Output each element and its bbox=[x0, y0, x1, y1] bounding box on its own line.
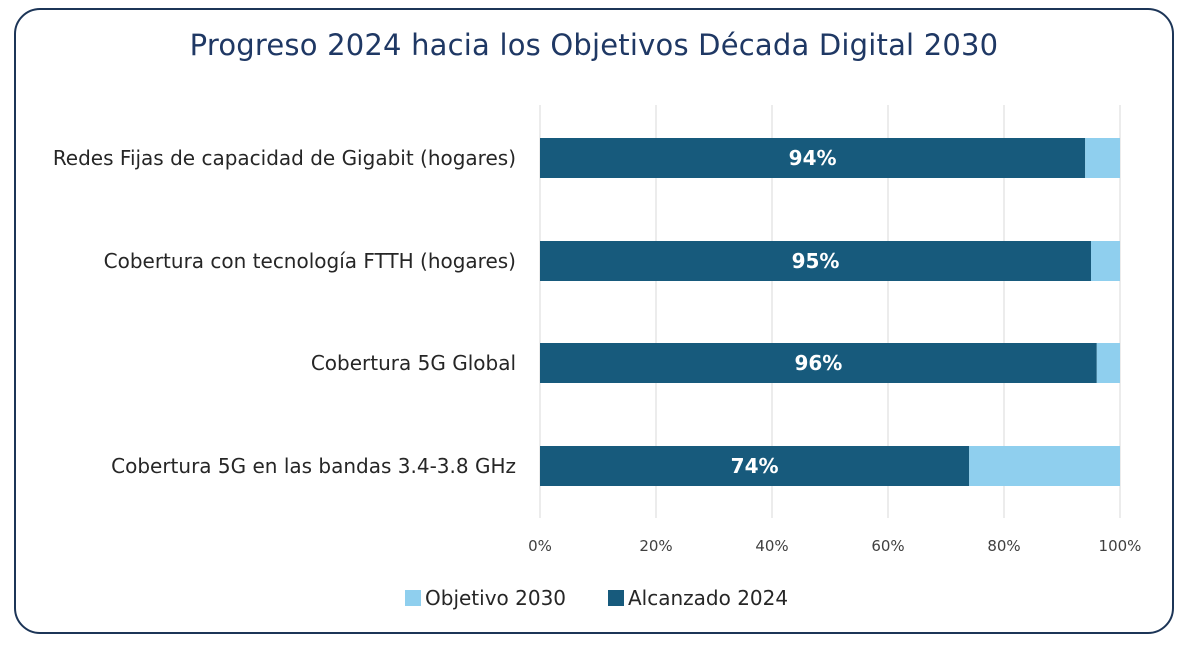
bar-value-label: 96% bbox=[794, 351, 842, 375]
bar-value-label: 95% bbox=[792, 249, 840, 273]
bar-objetivo-2030 bbox=[969, 446, 1120, 486]
bar-objetivo-2030 bbox=[1085, 138, 1120, 178]
x-tick-label: 0% bbox=[528, 537, 552, 555]
bar-objetivo-2030 bbox=[1091, 241, 1120, 281]
category-label: Cobertura con tecnología FTTH (hogares) bbox=[104, 249, 516, 273]
bar-value-label: 74% bbox=[731, 454, 779, 478]
bar-alcanzado-2024 bbox=[540, 138, 1086, 178]
x-tick-label: 20% bbox=[639, 537, 672, 555]
bar-value-label: 94% bbox=[789, 146, 837, 170]
legend-swatch bbox=[405, 590, 421, 606]
category-label: Cobertura 5G en las bandas 3.4-3.8 GHz bbox=[111, 454, 516, 478]
chart-frame bbox=[14, 8, 1174, 634]
legend-swatch bbox=[608, 590, 624, 606]
bar-alcanzado-2024 bbox=[540, 446, 970, 486]
category-label: Cobertura 5G Global bbox=[311, 351, 516, 375]
bar-alcanzado-2024 bbox=[540, 241, 1091, 281]
x-tick-label: 100% bbox=[1099, 537, 1142, 555]
legend-label: Alcanzado 2024 bbox=[628, 586, 788, 610]
legend-label: Objetivo 2030 bbox=[425, 586, 566, 610]
category-label: Redes Fijas de capacidad de Gigabit (hog… bbox=[53, 146, 516, 170]
bar-alcanzado-2024 bbox=[540, 343, 1097, 383]
x-tick-label: 40% bbox=[755, 537, 788, 555]
chart-title: Progreso 2024 hacia los Objetivos Década… bbox=[189, 28, 999, 62]
bar-objetivo-2030 bbox=[1096, 343, 1120, 383]
x-tick-label: 60% bbox=[871, 537, 904, 555]
x-tick-label: 80% bbox=[987, 537, 1020, 555]
